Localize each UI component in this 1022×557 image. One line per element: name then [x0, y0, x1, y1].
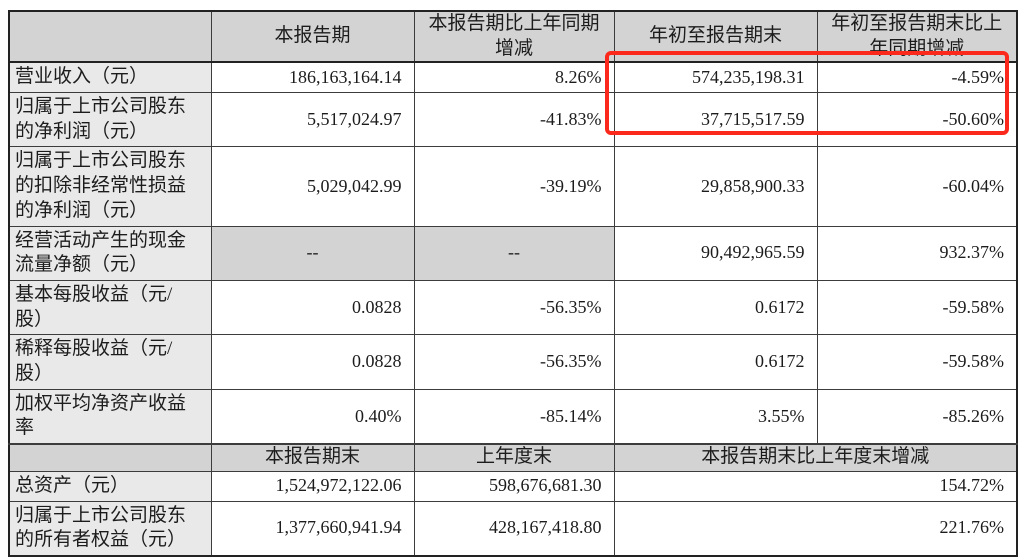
header-change-vs-prev-year-end: 本报告期末比上年度末增减: [613, 443, 1018, 472]
cell-ytd-yoy: -4.59%: [816, 61, 1018, 94]
cell-ytd: 37,715,517.59: [613, 92, 818, 148]
row-label: 归属于上市公司股东 的所有者权益（元）: [8, 500, 212, 557]
cell-ytd-yoy: -59.58%: [816, 279, 1018, 336]
row-label: 归属于上市公司股东 的净利润（元）: [8, 92, 212, 148]
cell-period-yoy: 8.26%: [413, 61, 615, 94]
header-prev-year-end: 上年度末: [413, 443, 615, 472]
cell-period: --: [210, 225, 415, 281]
row-label: 稀释每股收益（元/ 股）: [8, 334, 212, 390]
cell-ytd-yoy: -85.26%: [816, 388, 1018, 445]
cell-period-yoy: -56.35%: [413, 334, 615, 390]
row-revenue: 营业收入（元） 186,163,164.14 8.26% 574,235,198…: [8, 61, 1018, 94]
report-page: 本报告期 本报告期比上年同期 增减 年初至报告期末 年初至报告期末比上 年同期增…: [8, 10, 1018, 557]
row-label: 加权平均净资产收益 率: [8, 388, 212, 445]
row-net-profit-deducted: 归属于上市公司股东 的扣除非经常性损益 的净利润（元） 5,029,042.99…: [8, 146, 1018, 227]
cell-period: 186,163,164.14: [210, 61, 415, 94]
cell-period: 5,029,042.99: [210, 146, 415, 227]
financial-metrics-table: 本报告期 本报告期比上年同期 增减 年初至报告期末 年初至报告期末比上 年同期增…: [8, 10, 1018, 557]
row-net-profit: 归属于上市公司股东 的净利润（元） 5,517,024.97 -41.83% 3…: [8, 92, 1018, 148]
header-period-yoy: 本报告期比上年同期 增减: [413, 10, 615, 64]
row-label: 归属于上市公司股东 的扣除非经常性损益 的净利润（元）: [8, 146, 212, 227]
cell-ytd-yoy: -59.58%: [816, 334, 1018, 390]
cell-period-yoy: --: [413, 225, 615, 281]
row-total-assets: 总资产（元） 1,524,972,122.06 598,676,681.30 1…: [8, 470, 1018, 502]
header-blank-cell: [8, 443, 212, 472]
header-ytd-yoy: 年初至报告期末比上 年同期增减: [816, 10, 1018, 64]
cell-ytd: 0.6172: [613, 334, 818, 390]
cell-period-yoy: -85.14%: [413, 388, 615, 445]
row-label: 经营活动产生的现金 流量净额（元）: [8, 225, 212, 281]
row-basic-eps: 基本每股收益（元/ 股） 0.0828 -56.35% 0.6172 -59.5…: [8, 279, 1018, 336]
cell-prev-year-end: 598,676,681.30: [413, 470, 615, 502]
cell-period: 5,517,024.97: [210, 92, 415, 148]
cell-period: 0.40%: [210, 388, 415, 445]
cell-ytd: 29,858,900.33: [613, 146, 818, 227]
row-label: 总资产（元）: [8, 470, 212, 502]
cell-change: 154.72%: [613, 470, 1018, 502]
cell-ytd: 0.6172: [613, 279, 818, 336]
row-diluted-eps: 稀释每股收益（元/ 股） 0.0828 -56.35% 0.6172 -59.5…: [8, 334, 1018, 390]
row-label: 基本每股收益（元/ 股）: [8, 279, 212, 336]
row-owners-equity: 归属于上市公司股东 的所有者权益（元） 1,377,660,941.94 428…: [8, 500, 1018, 557]
cell-period: 0.0828: [210, 279, 415, 336]
cell-prev-year-end: 428,167,418.80: [413, 500, 615, 557]
section1-header-row: 本报告期 本报告期比上年同期 增减 年初至报告期末 年初至报告期末比上 年同期增…: [8, 10, 1018, 64]
cell-ytd: 90,492,965.59: [613, 225, 818, 281]
cell-change: 221.76%: [613, 500, 1018, 557]
cell-period: 0.0828: [210, 334, 415, 390]
cell-period-end: 1,377,660,941.94: [210, 500, 415, 557]
cell-ytd: 3.55%: [613, 388, 818, 445]
cell-period-end: 1,524,972,122.06: [210, 470, 415, 502]
cell-ytd: 574,235,198.31: [613, 61, 818, 94]
header-current-period: 本报告期: [210, 10, 415, 64]
header-blank-cell: [8, 10, 212, 64]
cell-ytd-yoy: 932.37%: [816, 225, 1018, 281]
header-ytd: 年初至报告期末: [613, 10, 818, 64]
header-period-end: 本报告期末: [210, 443, 415, 472]
cell-ytd-yoy: -60.04%: [816, 146, 1018, 227]
row-operating-cash-flow: 经营活动产生的现金 流量净额（元） -- -- 90,492,965.59 93…: [8, 225, 1018, 281]
row-label: 营业收入（元）: [8, 61, 212, 94]
cell-period-yoy: -41.83%: [413, 92, 615, 148]
cell-period-yoy: -56.35%: [413, 279, 615, 336]
section2-header-row: 本报告期末 上年度末 本报告期末比上年度末增减: [8, 443, 1018, 472]
cell-ytd-yoy: -50.60%: [816, 92, 1018, 148]
row-weighted-roe: 加权平均净资产收益 率 0.40% -85.14% 3.55% -85.26%: [8, 388, 1018, 445]
cell-period-yoy: -39.19%: [413, 146, 615, 227]
